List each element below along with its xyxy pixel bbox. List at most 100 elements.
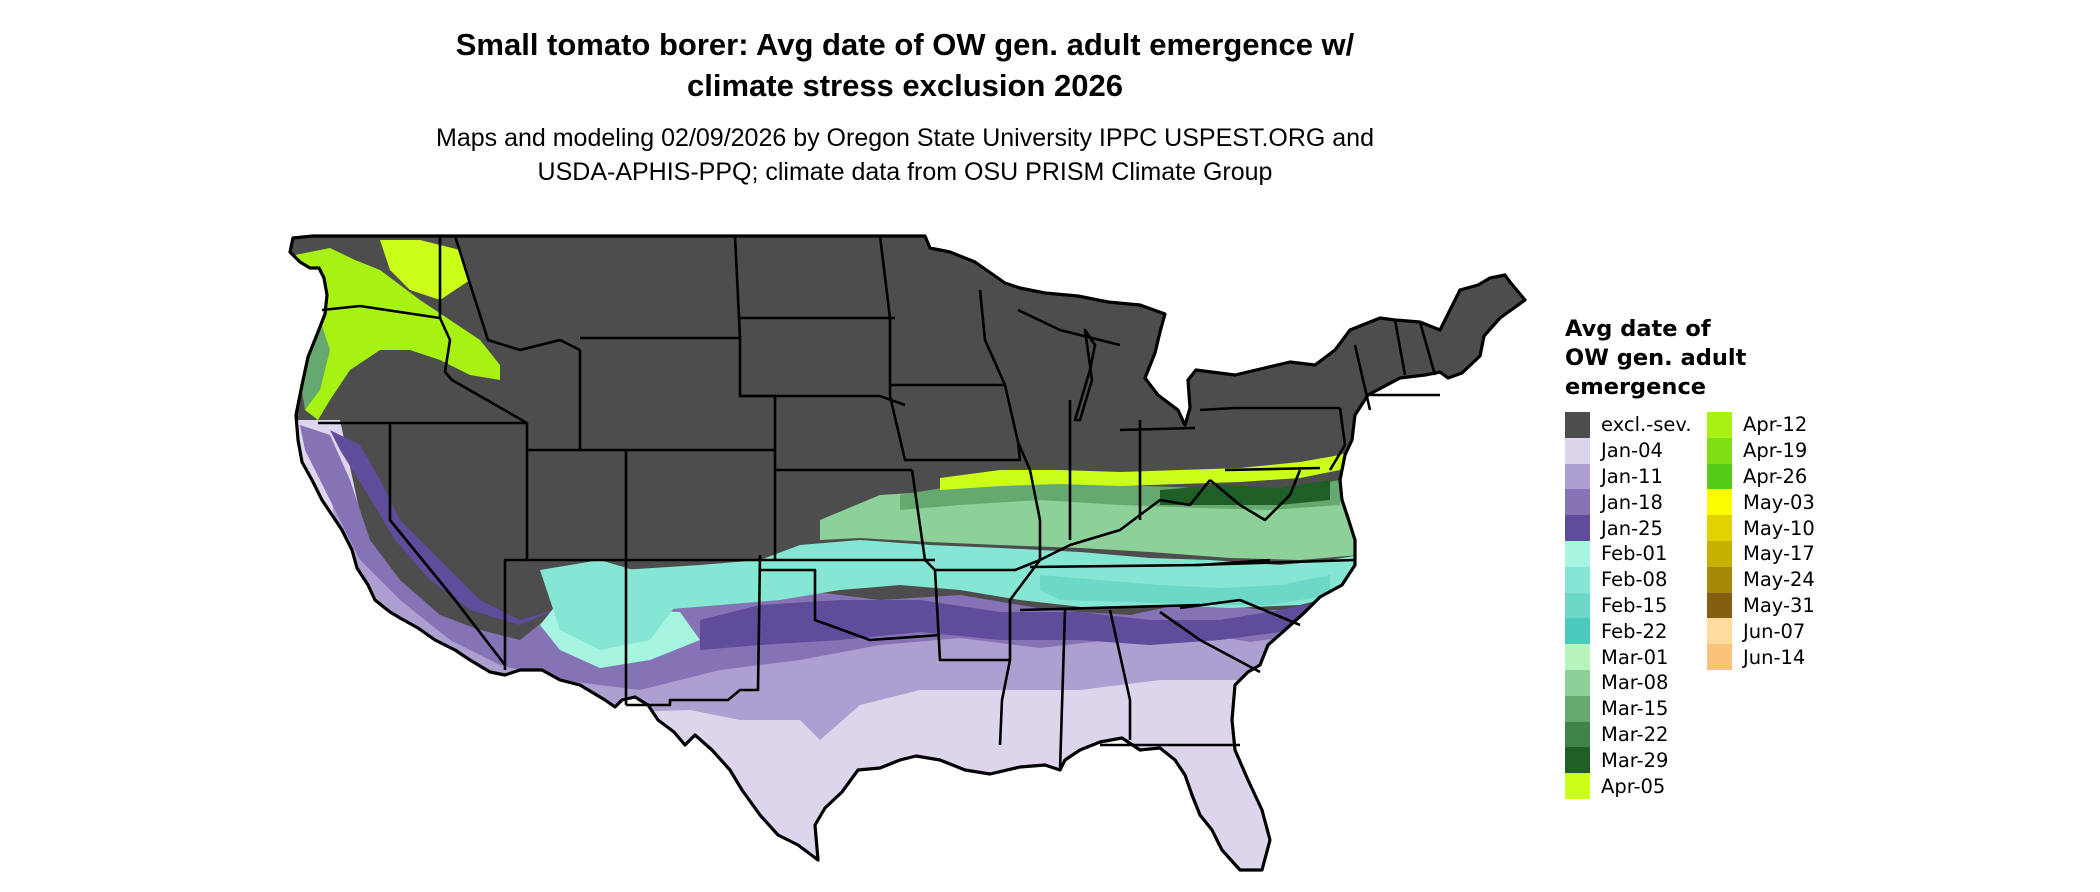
legend-swatch [1565,721,1590,748]
map-subtitle-line-1: Maps and modeling 02/09/2026 by Oregon S… [436,124,1374,152]
legend-label: Jan-04 [1601,439,1663,463]
legend-item: May-10 [1707,515,1837,541]
legend-item: May-17 [1707,540,1837,567]
border-ga-sc [1159,610,1261,674]
legend-item: May-24 [1707,566,1837,593]
legend-label: Jan-11 [1601,464,1663,488]
legend-label: May-31 [1743,593,1815,617]
legend-item: Apr-12 [1707,412,1837,438]
legend-item: Jan-11 [1565,463,1695,490]
border-pa-md [1224,466,1321,472]
state-borders [288,234,1527,872]
legend-swatch [1565,669,1590,696]
border-nc-sc [1179,598,1301,627]
lake-michigan-shore [1073,328,1097,422]
legend-label: Jan-25 [1601,516,1663,540]
map-title-line-2: climate stress exclusion 2026 [687,68,1123,103]
legend-title-line-2: OW gen. adult [1565,345,1747,371]
legend-item: Jan-04 [1565,437,1695,464]
legend-swatch [1707,566,1732,593]
map-title: Small tomato borer: Avg date of OW gen. … [300,24,1510,106]
map-fill [290,236,1525,870]
legend-item: Apr-19 [1707,437,1837,464]
zone-apr-12-northeast [1355,400,1450,470]
legend-swatch [1565,566,1590,593]
map-subtitle: Maps and modeling 02/09/2026 by Oregon S… [300,121,1510,189]
legend-item: Jun-14 [1707,644,1837,670]
legend-title: Avg date of OW gen. adult emergence [1565,315,1837,402]
legend-item: May-31 [1707,592,1837,619]
legend-swatch [1707,618,1732,645]
legend-label: Mar-15 [1601,697,1669,721]
border-id-mt [453,235,581,352]
border-ny-new-england [1353,344,1372,411]
legend-swatch [1565,489,1590,516]
legend-swatch [1707,592,1732,619]
legend-label: Feb-15 [1601,593,1668,617]
legend-label: excl.-sev. [1601,413,1692,437]
legend-label: May-03 [1743,490,1815,514]
zone-apr-05 [940,440,1380,490]
legend-item: excl.-sev. [1565,412,1695,438]
legend-item: Jan-18 [1565,489,1695,516]
border-nm-tx [626,554,762,707]
zone-feb-15 [1040,575,1330,605]
border-pa-nj [1328,407,1347,471]
border-sd-ne [740,394,906,407]
legend-label: May-24 [1743,568,1815,592]
border-nv-ut-az [503,423,529,670]
legend-swatch [1565,695,1590,722]
national-outline [288,234,1527,872]
legend-swatch [1565,592,1590,619]
legend-title-line-1: Avg date of [1565,316,1711,342]
legend-swatch [1565,515,1590,541]
legend-columns: excl.-sev. Jan-04 Jan-11 Jan-18 Jan-25 Feb-01… [1565,412,1837,799]
legend-item: Feb-22 [1565,618,1695,645]
border-mn-wi [978,289,1007,386]
border-al-ga [1108,609,1132,740]
zone-apr-05-pacific-nw [380,240,470,300]
border-wa-or [321,304,441,320]
legend-label: Feb-01 [1601,542,1668,566]
border-tn-al-ms-ga [1019,603,1201,612]
border-ok-tx [760,568,941,642]
legend-item: May-03 [1707,489,1837,516]
border-ms-river [1003,384,1042,660]
legend-swatch [1707,644,1732,670]
legend-swatch [1707,515,1732,541]
legend-title-line-3: emergence [1565,374,1707,400]
legend-label: Jun-07 [1743,619,1806,643]
map-title-line-1: Small tomato borer: Avg date of OW gen. … [455,27,1355,62]
legend-item: Mar-08 [1565,669,1695,696]
legend-swatch [1565,540,1590,567]
zone-apr-12-pacific-nw [295,248,500,420]
legend-label: Apr-05 [1601,774,1666,798]
legend-label: Feb-22 [1601,619,1668,643]
legend-item: Apr-26 [1707,463,1837,490]
legend-item: Mar-15 [1565,695,1695,722]
legend-label: Feb-08 [1601,568,1668,592]
legend-swatch [1565,618,1590,645]
legend-column-1: excl.-sev. Jan-04 Jan-11 Jan-18 Jan-25 Feb-01… [1565,412,1695,799]
legend-item: Mar-29 [1565,747,1695,774]
map-subtitle-line-2: USDA-APHIS-PPQ; climate data from OSU PR… [537,158,1273,186]
border-mi-wi [1017,308,1121,347]
border-ca-nv [388,423,507,666]
legend-label: Apr-19 [1743,439,1808,463]
legend-swatch [1707,463,1732,490]
legend-swatch [1565,644,1590,670]
border-mt-dakotas [733,235,742,339]
legend-swatch [1707,412,1732,438]
legend: Avg date of OW gen. adult emergence excl… [1565,315,1837,799]
border-va-nc [1194,558,1356,567]
legend-swatch [1565,747,1590,774]
legend-swatch [1565,412,1590,438]
border-nh-me [1418,321,1437,376]
border-vt-nh [1393,319,1407,376]
legend-column-2: Apr-12 Apr-19 Apr-26 May-03 May-10 May-17 May-… [1707,412,1837,799]
legend-label: Mar-29 [1601,748,1669,772]
border-mi-in-oh [1119,426,1196,432]
legend-label: May-10 [1743,516,1815,540]
legend-label: Apr-26 [1743,464,1808,488]
